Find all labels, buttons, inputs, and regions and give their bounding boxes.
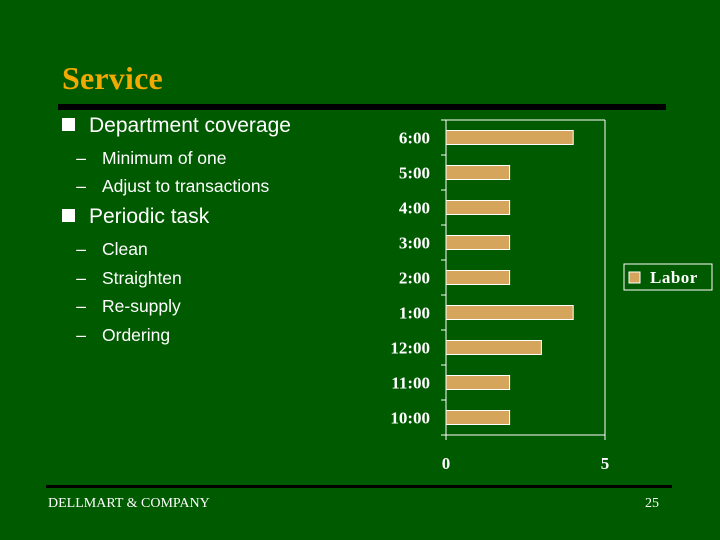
y-tick-label: 5:00 <box>399 164 430 183</box>
y-tick-label: 4:00 <box>399 199 430 218</box>
bar <box>445 235 511 250</box>
bar <box>445 375 511 390</box>
dash-icon: – <box>76 268 86 288</box>
sub-bullet: – Straighten <box>62 268 182 289</box>
sub-bullet: – Clean <box>62 239 148 260</box>
x-tick-label: 0 <box>442 454 451 473</box>
legend-label: Labor <box>650 268 698 287</box>
bullet-periodic-task: Periodic task <box>62 205 209 229</box>
bar <box>445 270 511 285</box>
dash-icon: – <box>76 239 86 259</box>
bar <box>445 305 574 320</box>
sub-bullet: – Minimum of one <box>62 148 227 169</box>
bar <box>445 165 511 180</box>
y-tick-label: 2:00 <box>399 269 430 288</box>
company-name: DELLMART & COMPANY <box>48 496 210 511</box>
footer-divider <box>46 485 672 488</box>
bullet-department-coverage: Department coverage <box>62 114 291 138</box>
sub-bullet-text: Minimum of one <box>102 148 227 168</box>
sub-bullet-text: Re-supply <box>102 296 181 316</box>
bullet-text: Department coverage <box>89 114 291 137</box>
sub-bullet: – Re-supply <box>62 296 181 317</box>
x-tick-label: 5 <box>601 454 610 473</box>
bullet-text: Periodic task <box>89 205 210 228</box>
square-bullet-icon <box>62 118 75 131</box>
dash-icon: – <box>76 296 86 316</box>
bar <box>445 130 574 145</box>
legend-swatch <box>628 271 641 284</box>
y-tick-label: 10:00 <box>390 409 430 428</box>
square-bullet-icon <box>62 209 75 222</box>
bar <box>445 200 511 215</box>
y-tick-label: 3:00 <box>399 234 430 253</box>
legend-box <box>623 263 713 291</box>
slide-title: Service <box>62 60 163 96</box>
dash-icon: – <box>76 176 86 196</box>
y-tick-label: 11:00 <box>391 374 430 393</box>
page-number: 25 <box>645 496 659 511</box>
y-tick-label: 6:00 <box>399 129 430 148</box>
dash-icon: – <box>76 325 86 345</box>
sub-bullet-text: Clean <box>102 239 148 259</box>
y-tick-label: 1:00 <box>399 304 430 323</box>
dash-icon: – <box>76 148 86 168</box>
y-tick-label: 12:00 <box>390 339 430 358</box>
title-divider <box>58 104 666 110</box>
sub-bullet: – Adjust to transactions <box>62 176 269 197</box>
sub-bullet-text: Ordering <box>102 325 171 345</box>
sub-bullet: – Ordering <box>62 325 170 346</box>
sub-bullet-text: Straighten <box>102 268 182 288</box>
bar <box>445 410 511 425</box>
sub-bullet-text: Adjust to transactions <box>102 176 270 196</box>
bar <box>445 340 542 355</box>
